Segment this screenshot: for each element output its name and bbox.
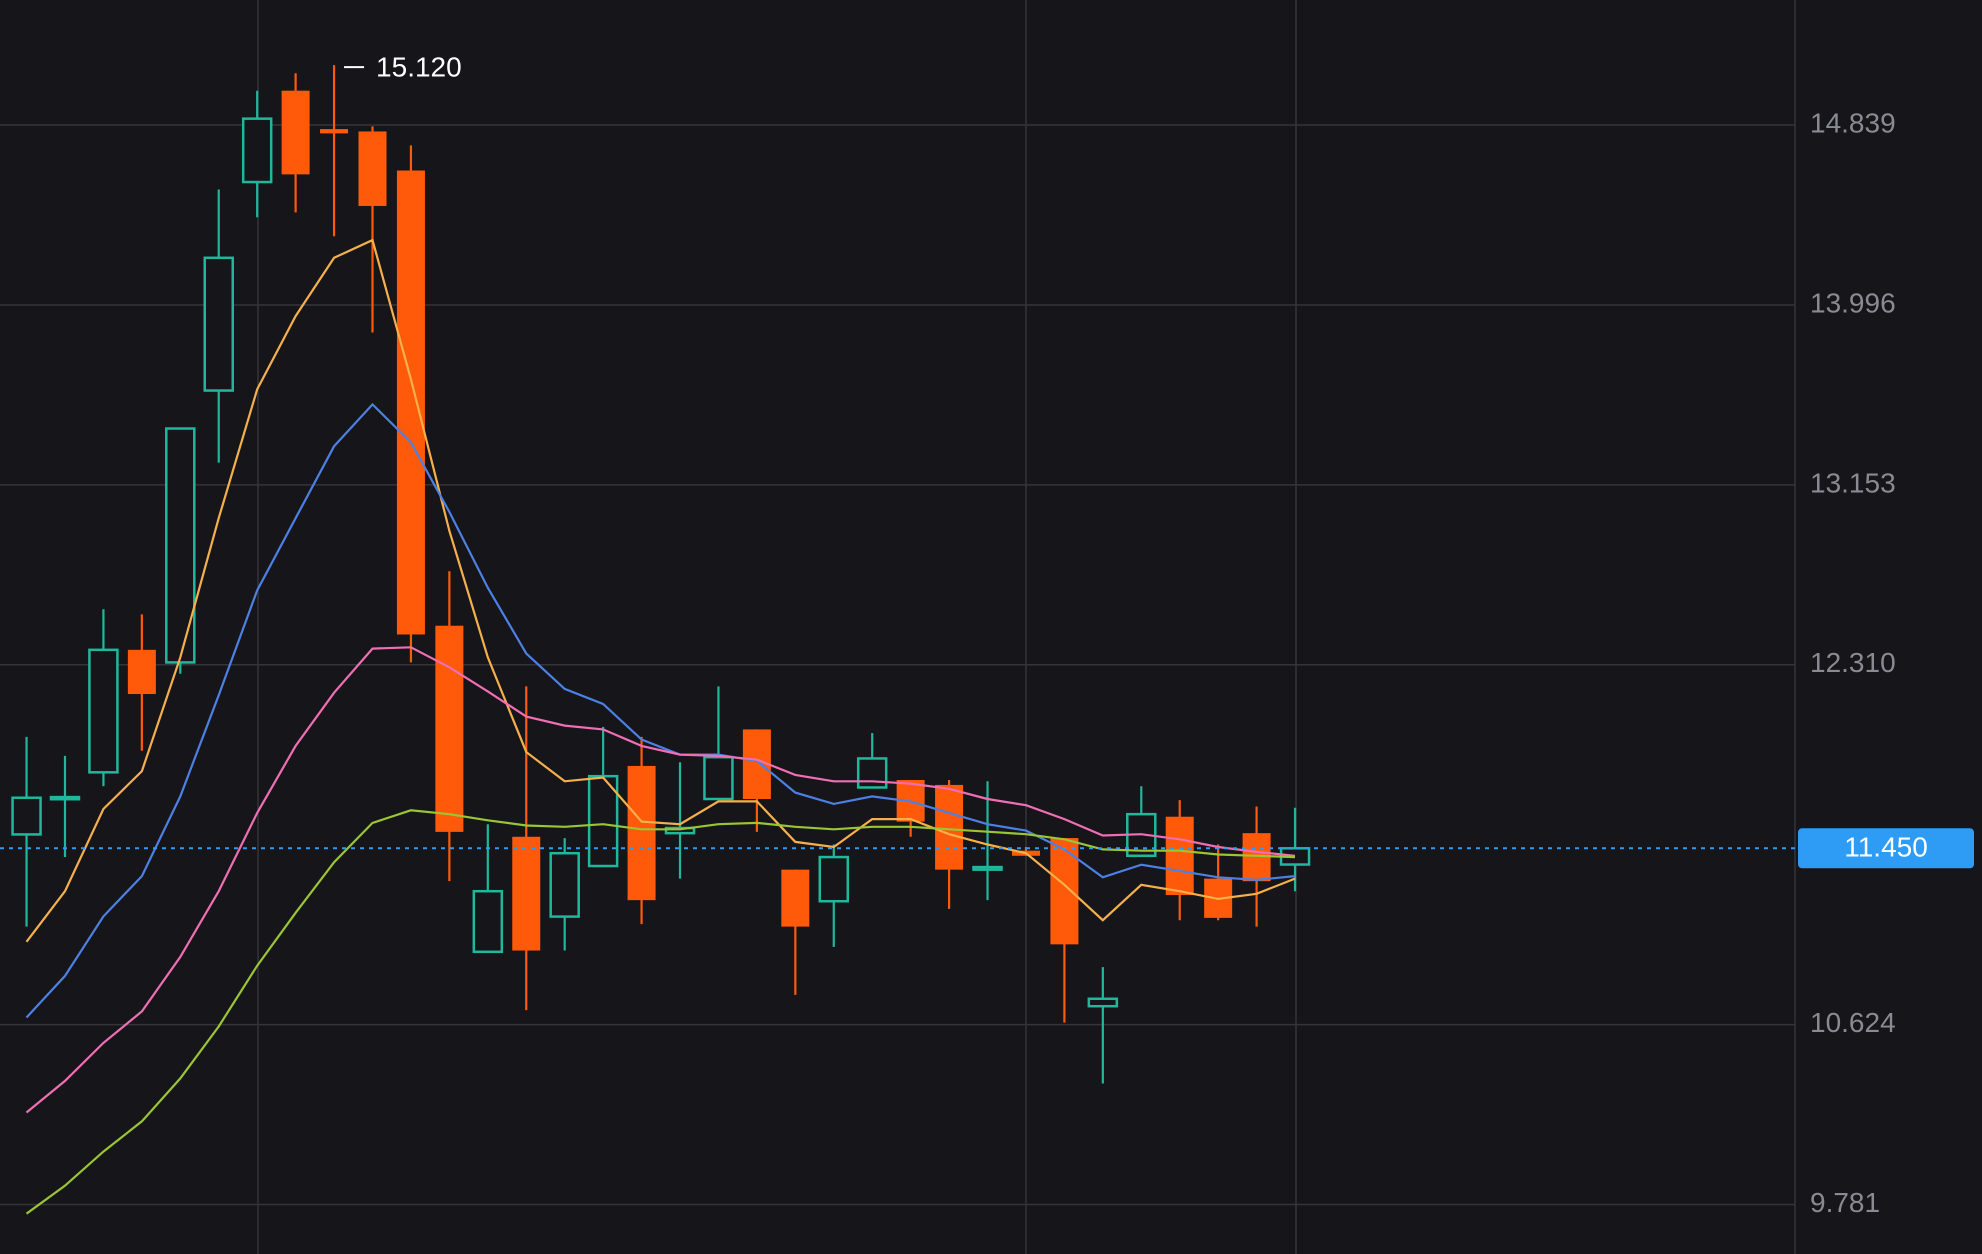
candle-body [49, 795, 81, 801]
y-tick-label: 10.624 [1810, 1007, 1896, 1038]
candle-body [781, 869, 810, 927]
ma-line [25, 402, 1296, 1019]
candle-body [972, 865, 1003, 871]
candle-body [127, 649, 156, 695]
candle-body [818, 855, 850, 903]
candle-body [1050, 838, 1079, 945]
candle-body [203, 256, 234, 392]
ma-line [25, 809, 1296, 1215]
last-price-box [1798, 828, 1974, 869]
candle-body [549, 851, 580, 918]
y-tick-label: 9.781 [1810, 1187, 1880, 1218]
candle-body [241, 117, 273, 184]
y-tick-label: 12.310 [1810, 647, 1896, 678]
candle-body [472, 889, 504, 954]
candle-body [703, 755, 734, 801]
candle-body [165, 427, 196, 664]
candle-body [587, 774, 619, 868]
y-tick-label: 13.996 [1810, 287, 1896, 318]
candle-body [435, 625, 464, 832]
y-tick-label: 13.153 [1810, 467, 1896, 498]
candle-body [856, 757, 888, 789]
candle-body [396, 170, 425, 635]
candle-body [1087, 997, 1119, 1008]
candle-body [11, 796, 42, 836]
candle-body [935, 784, 964, 870]
candle-body [1165, 816, 1194, 896]
last-price-label: 11.450 [1844, 832, 1928, 863]
candle-body [664, 826, 696, 835]
y-tick-label: 14.839 [1810, 107, 1896, 138]
candle-body [88, 648, 119, 774]
max-label: 15.120 [376, 51, 462, 82]
candle-body [281, 90, 310, 175]
candle-body [320, 129, 349, 134]
ma-line [25, 646, 1296, 1114]
candle-body [627, 765, 656, 901]
ma-line [25, 238, 1296, 943]
candle-body [358, 131, 387, 206]
candle-body [512, 836, 541, 951]
